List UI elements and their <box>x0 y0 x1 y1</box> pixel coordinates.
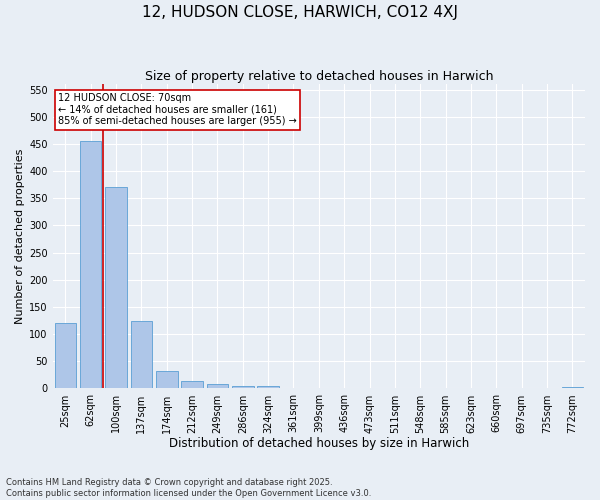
Title: Size of property relative to detached houses in Harwich: Size of property relative to detached ho… <box>145 70 493 83</box>
Bar <box>181 381 203 388</box>
X-axis label: Distribution of detached houses by size in Harwich: Distribution of detached houses by size … <box>169 437 469 450</box>
Bar <box>206 384 228 388</box>
Y-axis label: Number of detached properties: Number of detached properties <box>15 148 25 324</box>
Bar <box>257 386 279 388</box>
Text: Contains HM Land Registry data © Crown copyright and database right 2025.
Contai: Contains HM Land Registry data © Crown c… <box>6 478 371 498</box>
Bar <box>131 320 152 388</box>
Bar <box>105 188 127 388</box>
Bar <box>232 386 254 388</box>
Bar <box>80 141 101 388</box>
Bar <box>156 370 178 388</box>
Text: 12 HUDSON CLOSE: 70sqm
← 14% of detached houses are smaller (161)
85% of semi-de: 12 HUDSON CLOSE: 70sqm ← 14% of detached… <box>58 94 297 126</box>
Bar <box>562 387 583 388</box>
Text: 12, HUDSON CLOSE, HARWICH, CO12 4XJ: 12, HUDSON CLOSE, HARWICH, CO12 4XJ <box>142 5 458 20</box>
Bar <box>55 324 76 388</box>
